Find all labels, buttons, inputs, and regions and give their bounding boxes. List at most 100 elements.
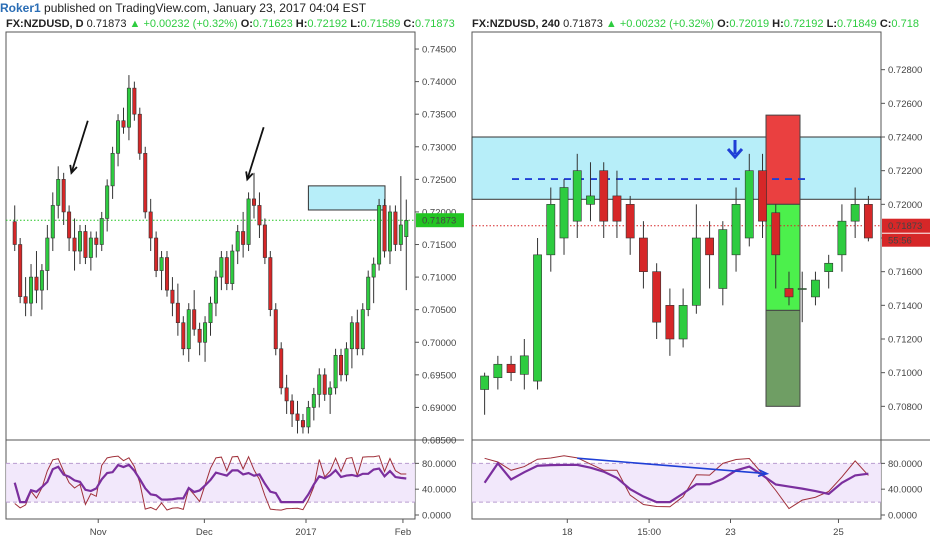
candle-body xyxy=(837,220,847,256)
candle-body xyxy=(824,262,834,272)
candle-body xyxy=(83,231,88,258)
candle-body xyxy=(219,257,224,278)
ohlc-close: 0.71873 xyxy=(415,18,455,30)
y-tick-label: 0.70800 xyxy=(888,402,922,413)
arrow-head-0 xyxy=(69,164,78,175)
y-tick-label: 0.71000 xyxy=(422,273,456,284)
candle-body xyxy=(284,387,289,402)
last-price: 0.71873 xyxy=(87,18,130,30)
candle-body xyxy=(731,204,741,256)
candle-body xyxy=(137,113,142,154)
candle-body xyxy=(371,263,376,278)
y-tick-label: 0.71000 xyxy=(888,368,922,379)
stochastic-line xyxy=(14,455,407,511)
y-tick-label: 0.71200 xyxy=(888,335,922,346)
x-tick-label: Nov xyxy=(90,527,107,538)
x-tick-label: 2017 xyxy=(295,527,316,538)
rsi-line xyxy=(13,463,407,504)
x-tick-label: Feb xyxy=(395,527,411,538)
symbol-name: FX:NZDUSD, D xyxy=(6,18,87,30)
down-arrow-head xyxy=(726,148,744,160)
candle-body xyxy=(262,224,267,258)
candle-body xyxy=(572,170,582,222)
y-tick-label: 0.70000 xyxy=(422,338,456,349)
ind-tick-label: 80.0000 xyxy=(422,459,456,470)
x-tick-label: 18 xyxy=(562,527,573,538)
last-price-tag xyxy=(416,213,464,228)
h4-chart[interactable]: FX:NZDUSD, 240 0.71873 ▲ +0.00232 (+0.32… xyxy=(466,15,932,550)
candle-body xyxy=(300,420,305,428)
candle-body xyxy=(45,237,50,271)
candle-body xyxy=(268,257,273,310)
countdown-text: 55:56 xyxy=(888,236,912,247)
ohlc-o-label: O: xyxy=(717,18,729,30)
arrow-head-1 xyxy=(245,171,254,182)
ohlc-low: 0.71589 xyxy=(361,18,404,30)
candle-body xyxy=(197,328,202,343)
candle-body xyxy=(784,288,794,298)
ohlc-l-label: L: xyxy=(350,18,360,30)
candle-body xyxy=(771,212,781,256)
publisher-link[interactable]: Roker1 xyxy=(0,1,41,15)
candle-body xyxy=(665,305,675,340)
candle-body xyxy=(652,271,662,323)
candle-body xyxy=(148,211,153,239)
candle-body xyxy=(317,374,322,395)
y-tick-label: 0.72000 xyxy=(888,200,922,211)
y-tick-label: 0.72600 xyxy=(888,99,922,110)
extended-target-box xyxy=(765,309,801,407)
ind-tick-label: 80.0000 xyxy=(888,459,922,470)
candle-body xyxy=(599,170,609,222)
ind-tick-label: 40.0000 xyxy=(422,485,456,496)
ohlc-o-label: O: xyxy=(241,18,253,30)
countdown-tag xyxy=(882,233,930,247)
stop-loss-box xyxy=(765,114,801,205)
ind-tick-label: 0.0000 xyxy=(888,511,917,522)
rsi-line xyxy=(483,461,869,504)
candle-body xyxy=(94,237,99,245)
candle-body xyxy=(18,244,23,297)
candle-body xyxy=(143,152,148,213)
candle-body xyxy=(67,211,72,239)
candle-body xyxy=(339,354,344,376)
y-tick-label: 0.74500 xyxy=(422,45,456,56)
divergence-line xyxy=(577,457,768,475)
target-box xyxy=(765,203,801,311)
symbol-header: FX:NZDUSD, D 0.71873 ▲ +0.00232 (+0.32%)… xyxy=(6,18,455,30)
candle-body xyxy=(110,152,115,187)
price-change: ▲ +0.00232 (+0.32%) xyxy=(130,18,241,30)
ohlc-c-label: C: xyxy=(403,18,415,30)
candle-body xyxy=(252,198,256,206)
candle-body xyxy=(208,302,213,324)
y-tick-label: 0.72000 xyxy=(422,207,456,218)
y-tick-label: 0.74000 xyxy=(422,77,456,88)
candle-body xyxy=(34,276,39,291)
candle-body xyxy=(39,270,44,291)
candle-body xyxy=(691,237,701,306)
annotation-arrow-0 xyxy=(70,120,89,174)
candle-body xyxy=(398,224,403,245)
candle-body xyxy=(192,309,197,330)
ohlc-open: 0.72019 xyxy=(729,18,772,30)
candle-body xyxy=(639,237,648,272)
candle-body xyxy=(50,205,55,239)
candle-body xyxy=(306,407,311,428)
candle-body xyxy=(678,305,688,340)
symbol-header: FX:NZDUSD, 240 0.71873 ▲ +0.00232 (+0.32… xyxy=(472,18,919,30)
candle-body xyxy=(116,120,121,154)
candle-body xyxy=(99,218,104,245)
candle-body xyxy=(295,413,300,421)
candle-body xyxy=(175,302,180,324)
candle-body xyxy=(404,220,409,237)
daily-chart[interactable]: FX:NZDUSD, D 0.71873 ▲ +0.00232 (+0.32%)… xyxy=(0,15,466,550)
candle-body xyxy=(387,211,392,252)
candle-body xyxy=(121,120,126,128)
candle-body xyxy=(23,296,28,304)
ohlc-close: 0.718 xyxy=(891,18,919,30)
last-price-tag xyxy=(882,218,930,233)
candle-body xyxy=(758,170,767,222)
y-tick-label: 0.71500 xyxy=(422,240,456,251)
candle-body xyxy=(393,211,398,245)
resistance-zone xyxy=(307,185,386,211)
candle-body xyxy=(170,289,175,304)
